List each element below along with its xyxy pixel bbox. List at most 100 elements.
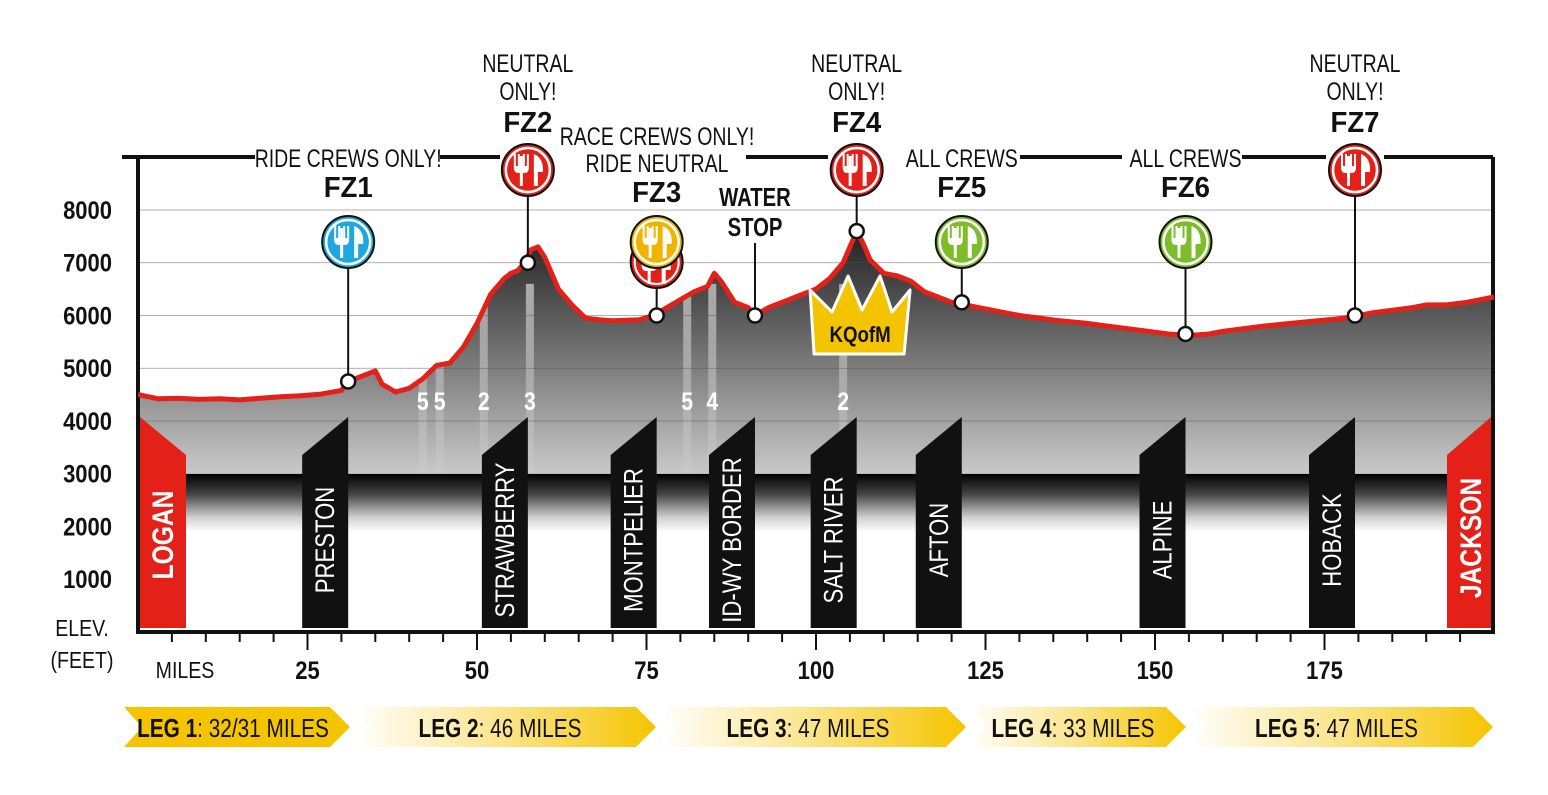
neutral-note: NEUTRAL [1310, 50, 1401, 78]
food-zone-label: FZ7 [1331, 105, 1380, 138]
town-marker [708, 417, 755, 628]
fork-icon-part [642, 226, 658, 245]
x-tick-label: 150 [1137, 657, 1174, 685]
start-town-label: LOGAN [146, 491, 180, 580]
leg-label: LEG 3: 47 MILES [727, 714, 890, 743]
climb-category-label: 5 [434, 387, 446, 415]
town-label: MONTPELIER [620, 468, 650, 612]
food-zone-label: FZ6 [1161, 170, 1210, 203]
crew-note: RIDE NEUTRAL [586, 150, 729, 178]
leg-name: LEG 2 [419, 714, 479, 743]
leg-name: LEG 3 [727, 714, 787, 743]
town-marker [1309, 417, 1356, 628]
crew-note: ALL CREWS [1130, 145, 1242, 173]
x-tick-label: 25 [295, 657, 319, 685]
fork-icon-part [1341, 154, 1357, 173]
fork-knife-icon [947, 226, 977, 258]
checkpoint-dot [648, 307, 665, 324]
finish-town-label: JACKSON [1454, 478, 1488, 598]
town-marker [302, 417, 349, 628]
badge-ring [1162, 218, 1209, 266]
fork-knife-icon [842, 154, 872, 186]
checkpoint-dot [848, 222, 865, 240]
fork-knife-icon [1341, 154, 1371, 186]
town-marker [610, 417, 657, 628]
town-marker [915, 417, 962, 628]
x-axis-title: MILES [156, 658, 215, 684]
climb-category-label: 3 [524, 387, 536, 415]
y-tick-label: 6000 [63, 302, 112, 330]
leg-label: LEG 4: 33 MILES [992, 714, 1155, 743]
town-label: ID-WY BORDER [718, 457, 748, 623]
leg-arrow [352, 707, 656, 747]
town-marker [810, 417, 857, 628]
crew-note: ALL CREWS [906, 145, 1018, 173]
y-tick-label: 7000 [63, 249, 112, 277]
fork-icon-part [513, 154, 529, 173]
leg-distance: : 33 MILES [1052, 714, 1155, 743]
checkpoint-dot [519, 254, 537, 271]
food-zone-label: FZ2 [503, 105, 552, 138]
knife-icon-part [1191, 226, 1201, 258]
town-label: HOBACK [1318, 493, 1348, 587]
neutral-note: NEUTRAL [811, 50, 902, 78]
town-marker [481, 417, 528, 628]
climb-stripe [525, 283, 534, 474]
y-tick-label: 1000 [63, 566, 112, 594]
town-label: AFTON [925, 503, 955, 578]
town-marker [1139, 417, 1186, 628]
leg-name: LEG 1 [137, 714, 197, 743]
knife-icon-part [662, 226, 672, 258]
x-tick-label: 50 [465, 657, 489, 685]
climb-stripe [435, 283, 444, 474]
town-label: SALT RIVER [820, 476, 850, 603]
leg-distance: : 47 MILES [1315, 714, 1418, 743]
food-zone-fz5: FZ5 [934, 170, 989, 269]
y-tick-label: 2000 [63, 513, 112, 541]
town-label: ALPINE [1149, 501, 1179, 580]
water-stop-label: STOP [728, 213, 783, 242]
leg-arrow [658, 707, 966, 747]
x-tick-label: 100 [798, 657, 835, 685]
crown-icon [808, 274, 912, 356]
fork-knife-icon [334, 226, 364, 258]
climb-category-label: 4 [706, 387, 718, 415]
food-zone-fz1: FZ1 [321, 170, 376, 269]
fork-icon-part [334, 226, 350, 245]
kqom-label: KQofM [829, 324, 890, 348]
water-stop-label: WATER [719, 183, 791, 212]
food-zone-label: FZ1 [324, 170, 373, 203]
climb-stripe [708, 283, 717, 474]
checkpoint-dot [746, 307, 764, 324]
badge-ring [938, 218, 986, 266]
x-tick-label: 175 [1306, 657, 1343, 685]
leg-arrow [968, 707, 1186, 747]
finish-marker [1447, 417, 1491, 628]
food-zone-fz6: FZ6 [1158, 170, 1213, 269]
climb-category-label: 5 [681, 387, 693, 415]
y-tick-label: 3000 [63, 460, 112, 488]
knife-icon-part [1361, 154, 1371, 186]
knife-icon-part [354, 226, 364, 258]
neutral-note: ONLY! [828, 78, 885, 106]
y-axis-title-units: (FEET) [51, 648, 114, 674]
leg-distance: : 47 MILES [787, 714, 890, 743]
leg-name: LEG 5 [1255, 714, 1315, 743]
leg-label: LEG 1: 32/31 MILES [137, 714, 329, 743]
climb-category-label: 2 [837, 387, 849, 415]
checkpoint-dot [339, 373, 357, 390]
leg-name: LEG 4 [992, 714, 1052, 743]
fork-knife-icon [1171, 226, 1201, 258]
climb-stripe [683, 283, 692, 474]
x-tick-label: 125 [967, 657, 1004, 685]
y-tick-label: 8000 [63, 197, 112, 225]
knife-icon-part [862, 154, 872, 186]
checkpoint-dot [1177, 325, 1194, 343]
badge-ring [504, 146, 552, 194]
climb-category-label: 2 [478, 387, 490, 415]
